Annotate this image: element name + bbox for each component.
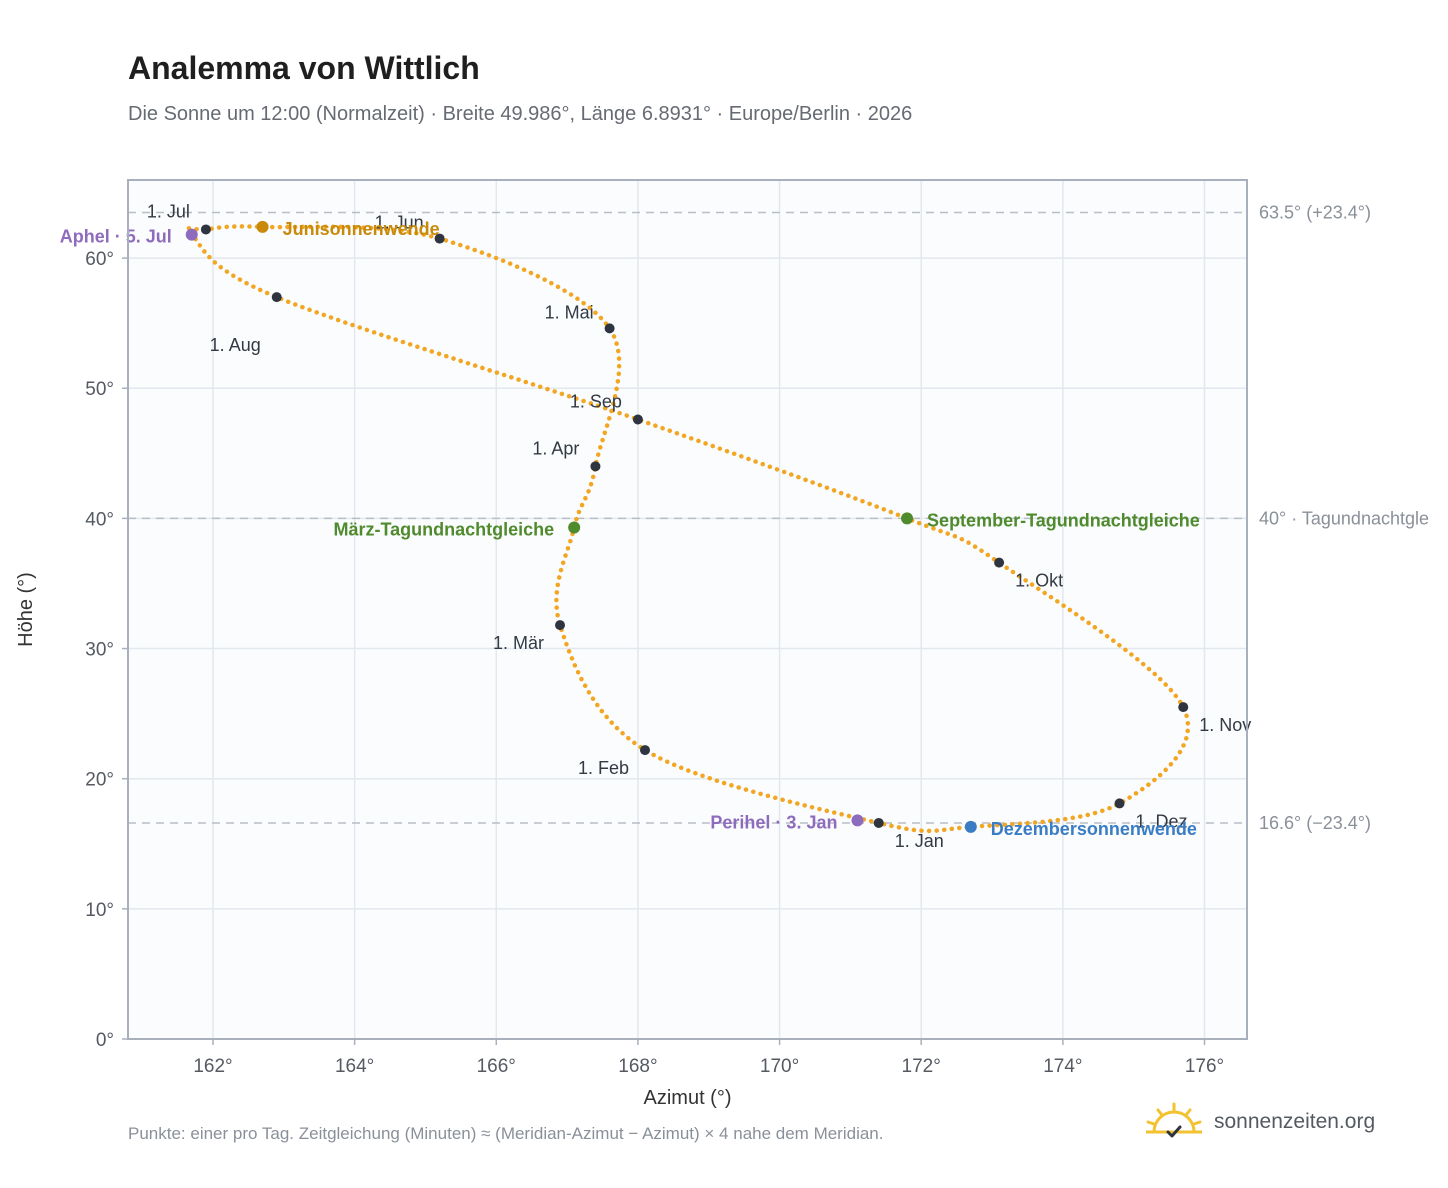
- brand-name: sonnenzeiten.org: [1214, 1110, 1376, 1133]
- month-label: 1. Jul: [147, 201, 190, 221]
- month-label: 1. Sep: [570, 391, 622, 411]
- y-axis-label: Höhe (°): [15, 572, 37, 647]
- x-tick-label: 174°: [1043, 1056, 1082, 1077]
- y-tick-label: 10°: [85, 900, 114, 921]
- event-marker: [964, 820, 977, 833]
- month-marker: [1114, 798, 1125, 809]
- plot-frame: [127, 179, 1248, 1040]
- month-marker: [200, 224, 211, 235]
- y-tick-label: 40°: [85, 509, 114, 530]
- month-label: 1. Mai: [545, 302, 594, 322]
- plot-background: [128, 180, 1247, 1039]
- month-marker: [271, 292, 282, 303]
- x-tick-label: 172°: [902, 1056, 941, 1077]
- event-marker: [256, 220, 269, 233]
- event-label: Dezembersonnenwende: [991, 819, 1197, 839]
- month-marker: [555, 620, 566, 631]
- x-axis-label: Azimut (°): [644, 1087, 732, 1109]
- y-tick-label: 30°: [85, 640, 114, 661]
- event-label: Perihel · 3. Jan: [710, 812, 837, 832]
- reference-line-label: 16.6° (−23.4°): [1259, 813, 1371, 833]
- event-marker: [568, 521, 581, 534]
- sun-check-logo-icon: [1146, 1102, 1202, 1138]
- event-label: März-Tagundnachtgleiche: [333, 520, 554, 540]
- plot-area: [128, 180, 1247, 1039]
- event-markers: Junisonnenwende Aphel · 5. Jul März-Tagund…: [60, 219, 1200, 839]
- brand[interactable]: sonnenzeiten.org: [1146, 1100, 1406, 1144]
- reference-line-label: 40° · Tagundnachtgle: [1259, 508, 1429, 528]
- month-marker: [590, 461, 601, 472]
- month-label: 1. Feb: [578, 758, 629, 778]
- month-label: 1. Okt: [1015, 571, 1063, 591]
- month-marker: [632, 414, 643, 425]
- month-label: 1. Aug: [210, 335, 261, 355]
- month-markers: 1. Jan 1. Feb 1. Mär 1. Apr 1. Mai 1. Jun 1. J…: [147, 201, 1251, 850]
- month-label: 1. Nov: [1199, 715, 1251, 735]
- event-marker: [185, 228, 198, 241]
- x-tick-label: 168°: [618, 1056, 657, 1077]
- axes: 162° 164° 166° 168° 170° 172° 174° 176° 0° 10° 20°…: [15, 179, 1248, 1109]
- x-tick-label: 164°: [335, 1056, 374, 1077]
- event-label: Aphel · 5. Jul: [60, 227, 172, 247]
- x-tick-label: 176°: [1185, 1056, 1224, 1077]
- x-tick-label: 170°: [760, 1056, 799, 1077]
- chart-title: Analemma von Wittlich: [128, 50, 480, 86]
- month-marker: [873, 817, 884, 828]
- month-marker: [604, 323, 615, 334]
- analemma-daily-points: [184, 224, 1191, 834]
- chart-subtitle: Die Sonne um 12:00 (Normalzeit) · Breite…: [128, 103, 913, 125]
- event-label: Junisonnenwende: [283, 219, 440, 239]
- footer-note: Punkte: einer pro Tag. Zeitgleichung (Mi…: [128, 1124, 884, 1143]
- reference-line-label: 63.5° (+23.4°): [1259, 203, 1371, 223]
- month-label: 1. Mär: [493, 633, 544, 653]
- month-marker: [640, 745, 651, 756]
- x-tick-label: 166°: [477, 1056, 516, 1077]
- month-marker: [994, 557, 1005, 568]
- month-label: 1. Dez: [1136, 811, 1188, 831]
- y-tick-label: 50°: [85, 379, 114, 400]
- month-label: 1. Jun: [375, 213, 424, 233]
- x-tick-label: 162°: [193, 1056, 232, 1077]
- analemma-curve: [184, 224, 1191, 834]
- y-tick-label: 0°: [96, 1030, 114, 1051]
- month-marker: [1178, 702, 1189, 713]
- month-marker: [434, 233, 445, 244]
- month-label: 1. Jan: [895, 831, 944, 851]
- y-tick-label: 20°: [85, 770, 114, 791]
- reference-lines: 63.5° (+23.4°) 40° · Tagundnachtgle 16.6° …: [128, 203, 1429, 833]
- y-tick-label: 60°: [85, 249, 114, 270]
- event-label: September-Tagundnachtgleiche: [927, 510, 1200, 530]
- event-marker: [901, 512, 914, 525]
- event-marker: [851, 814, 864, 827]
- month-label: 1. Apr: [532, 438, 579, 458]
